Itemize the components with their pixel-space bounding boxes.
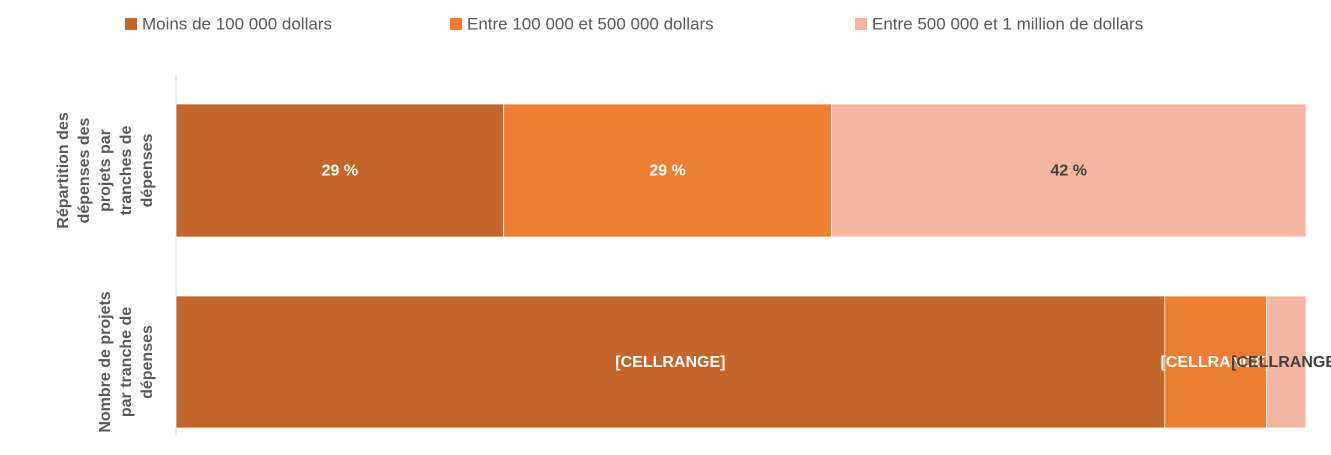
data-label: [CELLRANGE] — [1160, 354, 1270, 371]
bar-segment — [1266, 295, 1307, 429]
legend-swatch — [125, 18, 137, 30]
data-label: 42 % — [1050, 163, 1086, 180]
bar-segment — [503, 103, 832, 238]
data-label: 29 % — [322, 163, 358, 180]
legend-swatch — [450, 18, 462, 30]
legend-label: Entre 100 000 et 500 000 dollars — [467, 14, 714, 33]
bar-segment — [831, 103, 1307, 238]
bar-segment — [175, 295, 1166, 429]
legend-swatch — [855, 18, 867, 30]
category-label: Répartition des dépenses des projets par tr… — [55, 112, 156, 229]
data-label: [CELLRANGE] — [615, 354, 725, 371]
data-label: [CELLRANGE] — [1231, 354, 1331, 371]
legend-label: Entre 500 000 et 1 million de dollars — [872, 14, 1143, 33]
bar-segment — [175, 103, 505, 238]
category-label: Nombre de projets par tranche de dépenses — [97, 291, 156, 432]
data-label: 29 % — [649, 163, 685, 180]
legend-label: Moins de 100 000 dollars — [142, 14, 332, 33]
